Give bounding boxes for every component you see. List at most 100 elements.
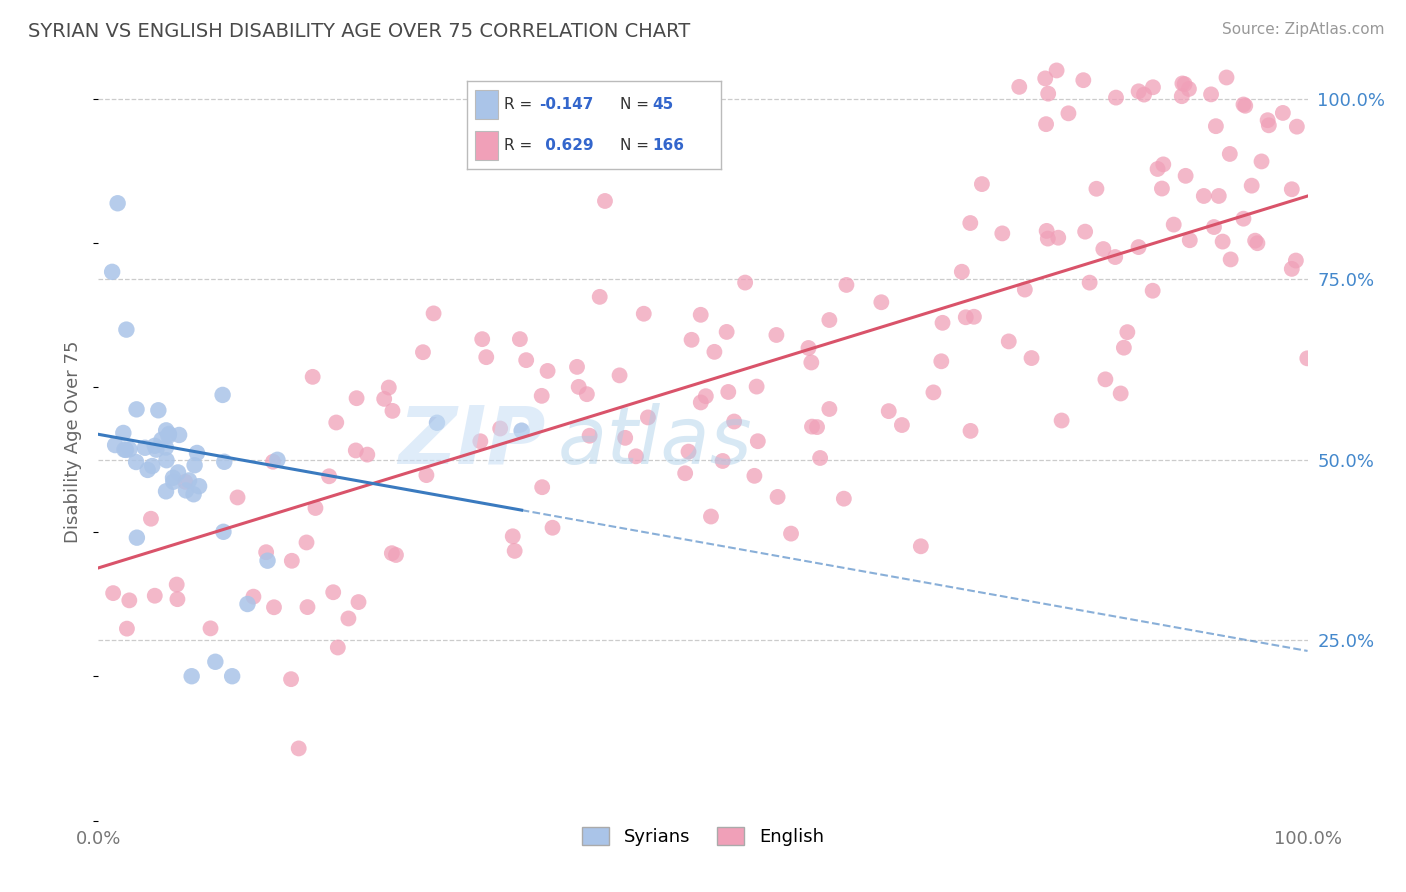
Point xyxy=(114,442,136,457)
Point xyxy=(515,353,537,368)
Point xyxy=(593,194,616,208)
Point xyxy=(1174,77,1197,91)
Point xyxy=(970,177,993,191)
Point xyxy=(700,509,723,524)
Point xyxy=(166,592,188,607)
Point xyxy=(681,333,703,347)
Point xyxy=(931,354,953,368)
Point xyxy=(125,531,148,545)
Point xyxy=(148,403,170,417)
Point xyxy=(745,379,768,393)
Point xyxy=(1281,261,1303,276)
Point xyxy=(1199,87,1222,102)
Legend: Syrians, English: Syrians, English xyxy=(575,820,831,854)
Point xyxy=(689,308,711,322)
Point xyxy=(765,328,787,343)
Point xyxy=(1281,182,1303,196)
Point xyxy=(107,196,129,211)
Point xyxy=(1142,284,1164,298)
Point xyxy=(1212,235,1234,249)
Point xyxy=(115,323,138,337)
Point xyxy=(808,450,831,465)
Point xyxy=(326,640,349,655)
Point xyxy=(835,277,858,292)
Point xyxy=(1178,233,1201,247)
Point xyxy=(689,395,711,409)
Point xyxy=(565,359,588,374)
Text: SYRIAN VS ENGLISH DISABILITY AGE OVER 75 CORRELATION CHART: SYRIAN VS ENGLISH DISABILITY AGE OVER 75… xyxy=(28,22,690,41)
Point xyxy=(503,544,526,558)
Point xyxy=(183,487,205,501)
Point xyxy=(347,595,370,609)
Text: atlas: atlas xyxy=(558,402,752,481)
Point xyxy=(214,455,236,469)
Point xyxy=(426,416,449,430)
Point xyxy=(744,468,766,483)
Point xyxy=(373,392,395,406)
Point xyxy=(412,345,434,359)
Point xyxy=(325,416,347,430)
Point xyxy=(877,404,900,418)
Point xyxy=(575,387,598,401)
Point xyxy=(1071,73,1094,87)
Point xyxy=(346,391,368,405)
Point xyxy=(242,590,264,604)
Point xyxy=(959,424,981,438)
Point xyxy=(1234,99,1257,113)
Point xyxy=(155,441,177,455)
Point xyxy=(221,669,243,683)
Point xyxy=(118,442,141,457)
Point xyxy=(1205,119,1227,133)
Point xyxy=(145,442,167,457)
Point xyxy=(678,444,700,458)
Point xyxy=(1105,90,1128,104)
Point xyxy=(991,227,1014,241)
Point xyxy=(136,463,159,477)
Point xyxy=(204,655,226,669)
Point xyxy=(1202,220,1225,235)
Point xyxy=(1246,236,1268,251)
Point xyxy=(806,420,828,434)
Point xyxy=(624,450,647,464)
Point xyxy=(1257,113,1279,128)
Point xyxy=(1240,178,1263,193)
Point xyxy=(541,521,564,535)
Point xyxy=(997,334,1019,349)
Point xyxy=(1178,82,1201,96)
Point xyxy=(800,355,823,369)
Point xyxy=(471,332,494,346)
Point xyxy=(143,589,166,603)
Point xyxy=(262,455,284,469)
Point xyxy=(139,512,162,526)
Point xyxy=(637,410,659,425)
Point xyxy=(1033,71,1056,86)
Point xyxy=(747,434,769,449)
Point xyxy=(1171,77,1194,91)
Point xyxy=(236,597,259,611)
Point xyxy=(188,479,211,493)
Point xyxy=(295,535,318,549)
Point xyxy=(155,453,177,467)
Point xyxy=(344,443,367,458)
Point xyxy=(568,380,591,394)
Point xyxy=(1035,117,1057,131)
Point xyxy=(125,455,148,469)
Point xyxy=(415,468,437,483)
Point xyxy=(470,434,492,449)
Point xyxy=(1208,189,1230,203)
Point xyxy=(301,369,323,384)
Point xyxy=(536,364,558,378)
Point xyxy=(766,490,789,504)
Point xyxy=(1133,87,1156,102)
Point xyxy=(1250,154,1272,169)
Point xyxy=(125,402,148,417)
Point xyxy=(711,454,734,468)
Point xyxy=(141,458,163,473)
Point xyxy=(959,216,981,230)
Point xyxy=(609,368,631,383)
Point xyxy=(818,402,841,417)
Point xyxy=(1014,283,1036,297)
Point xyxy=(167,428,190,442)
Point xyxy=(1257,118,1279,132)
Point xyxy=(183,458,205,473)
